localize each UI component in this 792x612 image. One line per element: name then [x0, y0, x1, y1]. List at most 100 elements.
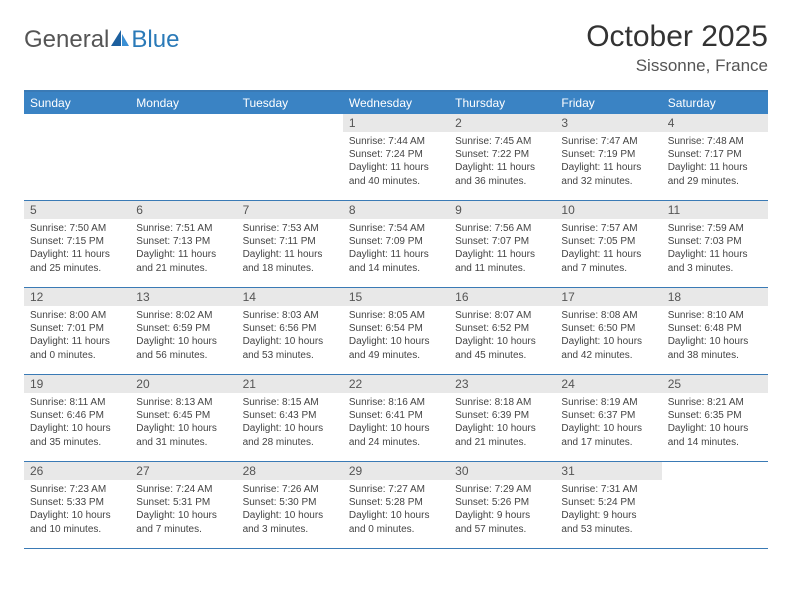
day-line: Sunset: 7:03 PM [668, 235, 762, 248]
day-details: Sunrise: 7:51 AMSunset: 7:13 PMDaylight:… [130, 219, 236, 279]
day-line: Daylight: 11 hours [243, 248, 337, 261]
day-line: Daylight: 11 hours [30, 248, 124, 261]
day-details: Sunrise: 8:03 AMSunset: 6:56 PMDaylight:… [237, 306, 343, 366]
day-line: Daylight: 9 hours [561, 509, 655, 522]
day-number: 14 [237, 288, 343, 306]
day-number: 4 [662, 114, 768, 132]
day-line: Sunrise: 7:45 AM [455, 135, 549, 148]
day-line: Sunrise: 7:54 AM [349, 222, 443, 235]
day-number: 2 [449, 114, 555, 132]
day-line: Daylight: 10 hours [561, 335, 655, 348]
day-line: Sunset: 6:59 PM [136, 322, 230, 335]
day-line: and 31 minutes. [136, 436, 230, 449]
day-line: Daylight: 11 hours [668, 248, 762, 261]
day-cell: 19Sunrise: 8:11 AMSunset: 6:46 PMDayligh… [24, 375, 130, 461]
day-cell: 26Sunrise: 7:23 AMSunset: 5:33 PMDayligh… [24, 462, 130, 548]
location: Sissonne, France [586, 56, 768, 76]
logo-text-blue: Blue [131, 26, 179, 54]
day-details: Sunrise: 7:23 AMSunset: 5:33 PMDaylight:… [24, 480, 130, 540]
day-details: Sunrise: 8:19 AMSunset: 6:37 PMDaylight:… [555, 393, 661, 453]
day-line: Sunrise: 8:00 AM [30, 309, 124, 322]
day-details [24, 118, 130, 125]
day-cell: 5Sunrise: 7:50 AMSunset: 7:15 PMDaylight… [24, 201, 130, 287]
day-line: and 17 minutes. [561, 436, 655, 449]
day-line: Sunset: 6:46 PM [30, 409, 124, 422]
day-line: Daylight: 10 hours [136, 422, 230, 435]
day-number: 30 [449, 462, 555, 480]
day-number: 20 [130, 375, 236, 393]
weekday-thu: Thursday [449, 92, 555, 114]
day-line: Daylight: 10 hours [243, 335, 337, 348]
day-details [130, 118, 236, 125]
day-number: 13 [130, 288, 236, 306]
day-line: and 14 minutes. [349, 262, 443, 275]
day-line: Daylight: 10 hours [243, 422, 337, 435]
day-line: and 14 minutes. [668, 436, 762, 449]
day-details: Sunrise: 7:53 AMSunset: 7:11 PMDaylight:… [237, 219, 343, 279]
day-details: Sunrise: 8:08 AMSunset: 6:50 PMDaylight:… [555, 306, 661, 366]
day-line: and 56 minutes. [136, 349, 230, 362]
day-cell: 24Sunrise: 8:19 AMSunset: 6:37 PMDayligh… [555, 375, 661, 461]
day-line: Daylight: 11 hours [136, 248, 230, 261]
day-number: 17 [555, 288, 661, 306]
day-line: Daylight: 10 hours [455, 422, 549, 435]
weekday-sun: Sunday [24, 92, 130, 114]
day-line: Daylight: 11 hours [30, 335, 124, 348]
day-details: Sunrise: 8:07 AMSunset: 6:52 PMDaylight:… [449, 306, 555, 366]
day-line: Sunset: 7:22 PM [455, 148, 549, 161]
day-number: 23 [449, 375, 555, 393]
day-line: Sunrise: 7:47 AM [561, 135, 655, 148]
day-line: and 7 minutes. [561, 262, 655, 275]
day-line: Daylight: 9 hours [455, 509, 549, 522]
day-details: Sunrise: 7:47 AMSunset: 7:19 PMDaylight:… [555, 132, 661, 192]
day-cell: 27Sunrise: 7:24 AMSunset: 5:31 PMDayligh… [130, 462, 236, 548]
day-details: Sunrise: 8:00 AMSunset: 7:01 PMDaylight:… [24, 306, 130, 366]
day-details: Sunrise: 8:15 AMSunset: 6:43 PMDaylight:… [237, 393, 343, 453]
day-line: Sunset: 6:39 PM [455, 409, 549, 422]
week-row: 5Sunrise: 7:50 AMSunset: 7:15 PMDaylight… [24, 201, 768, 288]
day-line: Daylight: 11 hours [561, 161, 655, 174]
weeks-container: 1Sunrise: 7:44 AMSunset: 7:24 PMDaylight… [24, 114, 768, 549]
day-cell [130, 114, 236, 200]
day-line: Sunrise: 7:56 AM [455, 222, 549, 235]
day-line: and 18 minutes. [243, 262, 337, 275]
day-line: and 25 minutes. [30, 262, 124, 275]
day-line: Sunset: 5:30 PM [243, 496, 337, 509]
day-cell: 28Sunrise: 7:26 AMSunset: 5:30 PMDayligh… [237, 462, 343, 548]
day-number: 26 [24, 462, 130, 480]
day-line: and 36 minutes. [455, 175, 549, 188]
day-details: Sunrise: 7:24 AMSunset: 5:31 PMDaylight:… [130, 480, 236, 540]
day-line: and 10 minutes. [30, 523, 124, 536]
logo: General Blue [24, 26, 179, 54]
day-line: Sunrise: 7:26 AM [243, 483, 337, 496]
day-line: Daylight: 10 hours [668, 335, 762, 348]
day-line: Daylight: 10 hours [668, 422, 762, 435]
day-cell: 30 Sunrise: 7:29 AMSunset: 5:26 PMDayligh… [449, 462, 555, 548]
day-cell: 15Sunrise: 8:05 AMSunset: 6:54 PMDayligh… [343, 288, 449, 374]
day-cell: 8Sunrise: 7:54 AMSunset: 7:09 PMDaylight… [343, 201, 449, 287]
day-line: and 0 minutes. [349, 523, 443, 536]
day-line: Sunrise: 7:57 AM [561, 222, 655, 235]
day-line: Sunrise: 8:11 AM [30, 396, 124, 409]
day-number: 1 [343, 114, 449, 132]
day-number: 16 [449, 288, 555, 306]
day-line: Sunrise: 7:29 AM [455, 483, 549, 496]
day-details: Sunrise: 7:27 AMSunset: 5:28 PMDaylight:… [343, 480, 449, 540]
day-cell [24, 114, 130, 200]
day-line: Sunrise: 7:50 AM [30, 222, 124, 235]
day-line: Sunrise: 8:03 AM [243, 309, 337, 322]
day-line: Sunset: 5:26 PM [455, 496, 549, 509]
sail-icon [109, 28, 131, 53]
day-line: and 21 minutes. [455, 436, 549, 449]
day-cell: 2Sunrise: 7:45 AMSunset: 7:22 PMDaylight… [449, 114, 555, 200]
day-line: Daylight: 10 hours [561, 422, 655, 435]
day-line: Sunset: 7:17 PM [668, 148, 762, 161]
day-number: 9 [449, 201, 555, 219]
day-line: Sunset: 6:37 PM [561, 409, 655, 422]
day-cell: 22Sunrise: 8:16 AMSunset: 6:41 PMDayligh… [343, 375, 449, 461]
day-details: Sunrise: 7:26 AMSunset: 5:30 PMDaylight:… [237, 480, 343, 540]
day-line: Sunset: 5:28 PM [349, 496, 443, 509]
day-number: 19 [24, 375, 130, 393]
day-line: Daylight: 10 hours [30, 509, 124, 522]
day-number: 3 [555, 114, 661, 132]
